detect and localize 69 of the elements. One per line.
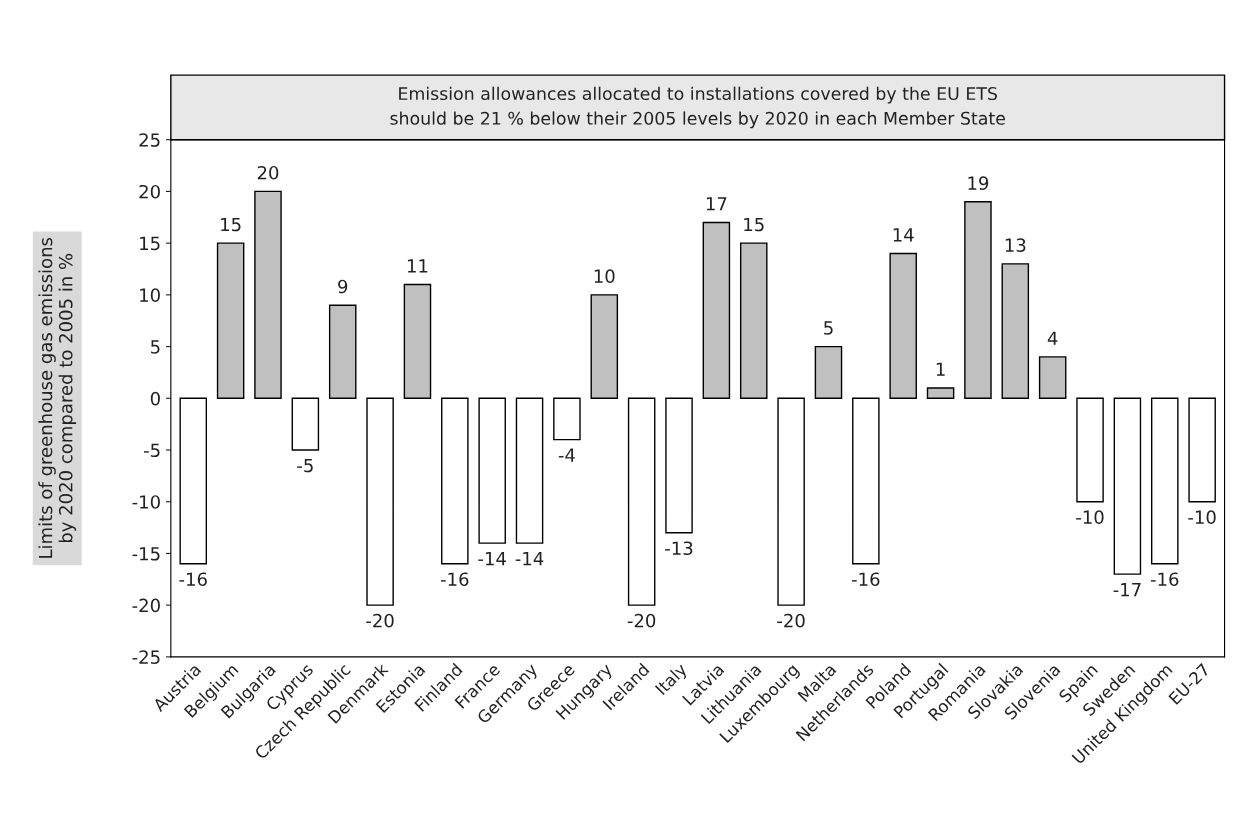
bar (926, 387, 955, 399)
data-label: -16 (1150, 572, 1179, 587)
bar (291, 397, 320, 451)
y-tick-label: -25 (132, 650, 160, 664)
data-label: -5 (297, 458, 313, 473)
data-label: 1 (936, 362, 945, 376)
y-tick-label: 25 (139, 133, 160, 147)
bar (739, 242, 768, 399)
data-label: -20 (366, 613, 394, 628)
data-label: 15 (221, 217, 241, 232)
y-tick-label: -20 (132, 598, 160, 613)
bar (478, 397, 506, 544)
data-label: 14 (893, 228, 914, 242)
bar (964, 201, 992, 399)
bar (1150, 397, 1179, 565)
data-label: 13 (1005, 238, 1026, 252)
y-tick-label: 10 (140, 288, 160, 302)
data-label: -17 (1113, 583, 1141, 597)
bar (702, 221, 731, 399)
y-tick-label: 15 (140, 236, 160, 251)
data-label: 9 (338, 279, 348, 294)
data-label: -14 (515, 551, 544, 566)
data-label: 20 (257, 165, 279, 180)
data-label: -16 (851, 572, 880, 587)
data-label: -20 (627, 613, 656, 628)
bar (852, 397, 880, 565)
data-label: -10 (1188, 510, 1216, 525)
bar (1001, 263, 1030, 399)
bar (627, 397, 656, 606)
bar (328, 304, 357, 399)
bar (889, 252, 917, 399)
y-tick-label: 20 (139, 184, 160, 199)
data-label: -14 (478, 551, 506, 566)
y-tick-label: -15 (132, 547, 160, 561)
bar (403, 283, 432, 399)
data-label: -13 (665, 541, 693, 556)
data-label: -16 (440, 572, 469, 587)
y-tick-label: 5 (151, 340, 160, 354)
bar (590, 294, 619, 399)
data-label: 15 (744, 217, 764, 232)
bar (1038, 356, 1067, 399)
data-label: -16 (179, 572, 207, 587)
bar (814, 345, 843, 399)
y-tick-label: -10 (132, 495, 160, 509)
y-tick-label: -5 (144, 443, 160, 458)
bar (216, 242, 245, 399)
data-label: 19 (968, 176, 989, 190)
bar (1188, 397, 1216, 503)
bar (515, 397, 544, 544)
y-axis-title: Limits of greenhouse gas emissions by 2020 compared to 2005 in % (38, 237, 77, 558)
y-tick-label: 0 (150, 391, 160, 406)
bar (366, 397, 394, 606)
bar (777, 397, 805, 606)
data-label: -20 (777, 613, 805, 628)
chart-title: Emission allowances allocated to installations covered by the EU ETS should be 21 % below their 2005 levels by 2020 in each Member State (390, 86, 1005, 129)
data-label: -4 (558, 448, 575, 462)
data-label: 17 (706, 197, 727, 211)
bar (1076, 397, 1104, 503)
bar (179, 397, 208, 565)
bar (665, 397, 693, 534)
bar (553, 397, 581, 441)
data-label: 11 (407, 259, 428, 273)
data-label: -10 (1076, 510, 1104, 525)
bar (254, 190, 282, 399)
data-label: 10 (594, 269, 615, 284)
data-label: 4 (1047, 331, 1058, 345)
bar (1113, 397, 1142, 575)
data-label: 5 (824, 321, 833, 335)
bar (441, 397, 469, 565)
